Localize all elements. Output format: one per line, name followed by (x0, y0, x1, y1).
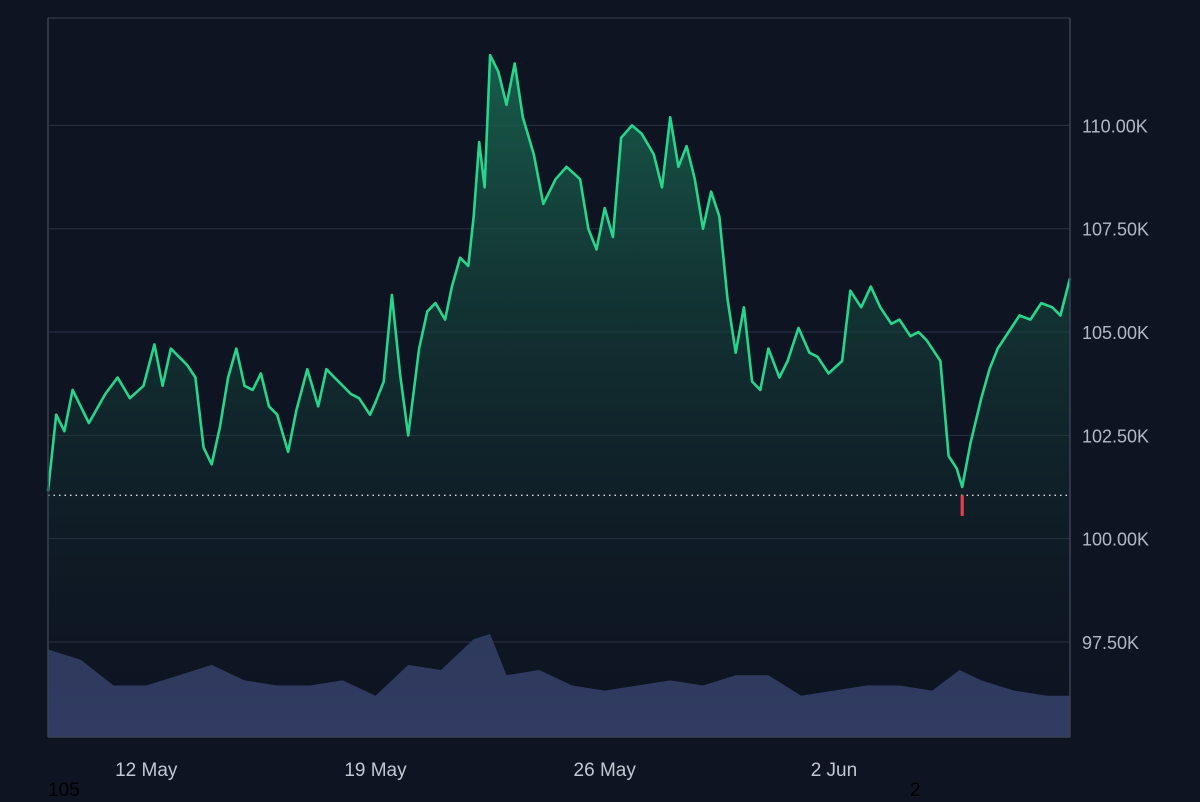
markers (48, 494, 1070, 516)
price-line (46, 53, 1072, 492)
y-tick-label-3: 105.00K (1082, 323, 1149, 343)
stray-label-left: 105 (48, 780, 80, 801)
price-area (48, 55, 1070, 737)
y-tick-label-4: 107.50K (1082, 220, 1149, 240)
y-tick-label-1: 100.00K (1082, 530, 1149, 550)
x-tick-label-3: 2 Jun (811, 760, 857, 781)
y-axis-labels: 97.50K 100.00K 102.50K 105.00K 107.50K 110.00… (1082, 116, 1149, 653)
y-tick-label-0: 97.50K (1082, 633, 1139, 653)
x-tick-label-2: 26 May (574, 760, 637, 781)
y-tick-label-5: 110.00K (1082, 116, 1148, 136)
plot-frame (47, 17, 1071, 738)
x-axis-labels: 12 May 19 May 26 May 2 Jun (115, 760, 857, 781)
x-tick-label-1: 19 May (344, 760, 407, 781)
y-tick-label-2: 102.50K (1082, 426, 1149, 446)
price-series (46, 53, 1072, 737)
x-tick-label-0: 12 May (115, 760, 178, 781)
stray-label-right: 2 (910, 780, 921, 801)
